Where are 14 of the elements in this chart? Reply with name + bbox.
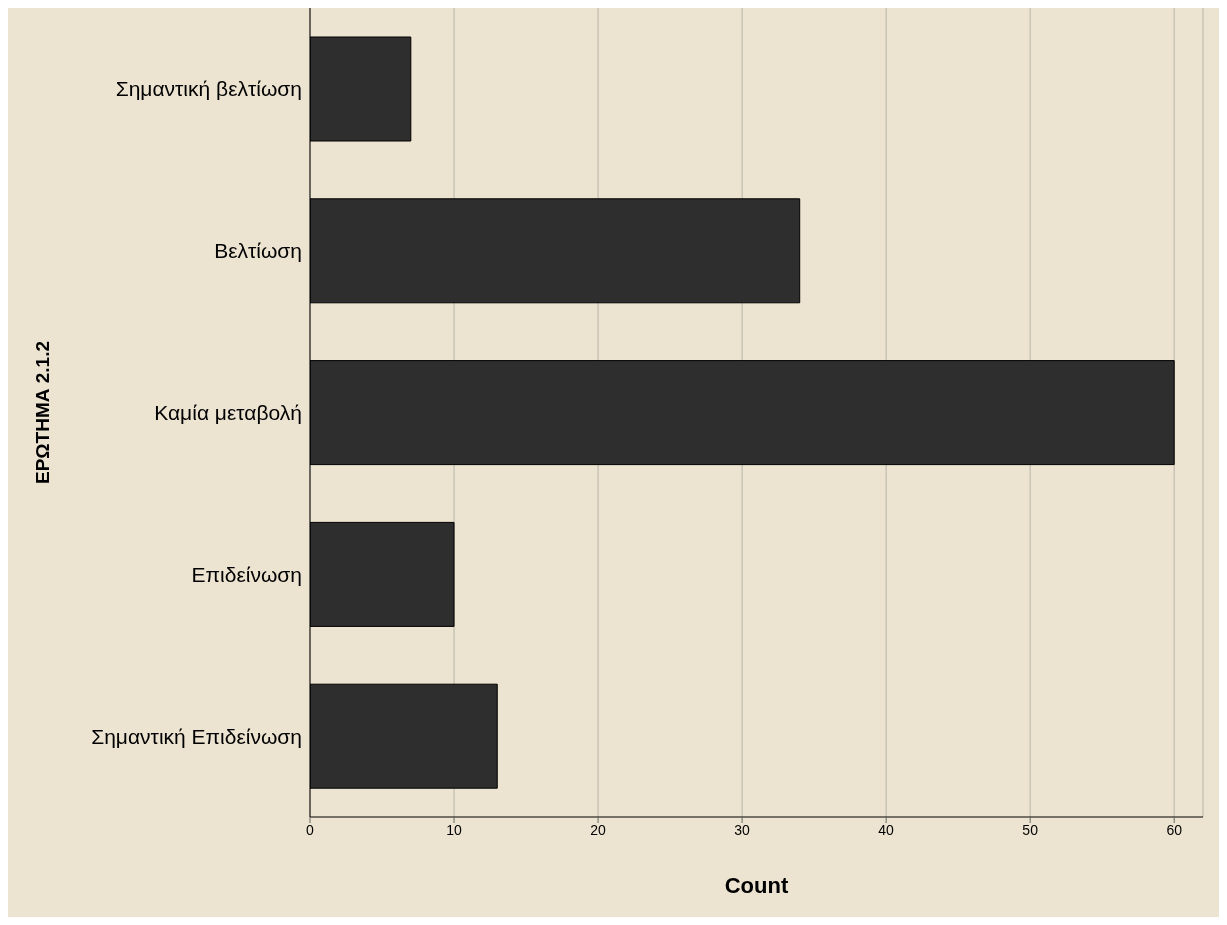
y-tick-label: Επιδείνωση — [191, 562, 302, 586]
y-axis-title: ΕΡΩΤΗΜΑ 2.1.2 — [31, 341, 53, 484]
x-tick-label: 40 — [878, 821, 895, 838]
x-tick-label: 30 — [734, 821, 751, 838]
x-axis-title: Count — [724, 873, 789, 898]
x-tick-label: 0 — [306, 821, 315, 838]
y-tick-label: Καμία μεταβολή — [154, 400, 302, 424]
x-tick-label: 50 — [1022, 821, 1039, 838]
x-tick-label: 60 — [1166, 821, 1183, 838]
x-tick-label: 10 — [446, 821, 463, 838]
y-tick-label: Βελτίωση — [214, 239, 302, 263]
y-tick-label: Σημαντική βελτίωση — [115, 77, 302, 101]
x-tick-label: 20 — [590, 821, 607, 838]
y-tick-label: Σημαντική Επιδείνωση — [91, 724, 302, 748]
